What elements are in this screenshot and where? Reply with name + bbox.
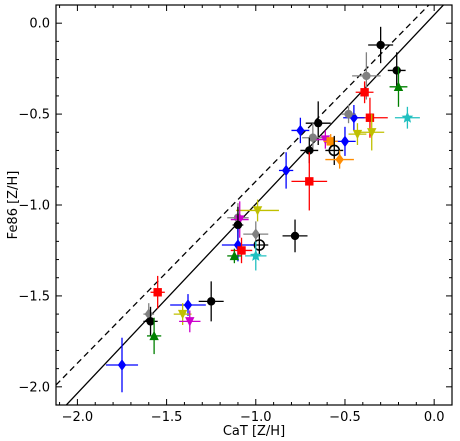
circle-marker xyxy=(305,146,314,155)
triangle-down-marker xyxy=(252,206,263,216)
data-point xyxy=(359,114,385,151)
triangle-down-marker xyxy=(352,129,363,140)
circle-marker xyxy=(344,109,353,119)
y-tick-label: −1.5 xyxy=(18,289,50,304)
circle-marker xyxy=(146,317,155,326)
star-marker xyxy=(249,249,262,261)
square-marker xyxy=(305,177,314,186)
data-point xyxy=(146,317,162,355)
x-tick-label: −1.0 xyxy=(240,410,272,425)
circle-marker xyxy=(362,71,371,81)
diamond-marker xyxy=(340,135,350,148)
y-tick-label: −2.0 xyxy=(18,380,50,395)
y-axis-label: Fe86 [Z/H] xyxy=(6,171,21,240)
data-point xyxy=(302,123,324,153)
triangle-down-marker xyxy=(185,317,195,327)
data-point xyxy=(245,241,267,271)
triangle-up-marker xyxy=(393,81,404,92)
data-point xyxy=(105,337,139,393)
square-marker xyxy=(365,113,375,122)
data-point xyxy=(387,52,406,89)
data-point xyxy=(291,152,328,211)
circle-marker xyxy=(206,297,216,306)
x-axis-label: CaT [Z/H] xyxy=(223,424,285,439)
triangle-up-marker xyxy=(229,250,240,261)
diamond-marker xyxy=(296,124,305,137)
diamond-marker xyxy=(251,228,260,240)
x-tick-label: −1.5 xyxy=(151,410,183,425)
square-marker xyxy=(237,246,246,255)
open-circle-marker xyxy=(253,239,266,251)
y-tick-label: 0.0 xyxy=(29,17,50,32)
data-point xyxy=(282,219,308,253)
dashed-reference-line xyxy=(56,5,430,386)
y-tick-label: −0.5 xyxy=(18,108,50,123)
data-point xyxy=(179,310,201,333)
diamond-marker xyxy=(117,359,127,371)
data-point xyxy=(150,275,165,309)
circle-marker xyxy=(290,231,300,241)
circle-marker xyxy=(376,40,385,50)
data-point xyxy=(355,81,374,104)
triangle-down-marker xyxy=(177,309,188,320)
data-point xyxy=(230,201,249,238)
data-point xyxy=(170,294,206,316)
x-tick-label: 0.0 xyxy=(424,410,445,425)
square-marker xyxy=(360,88,369,97)
circle-marker xyxy=(314,118,323,128)
square-marker xyxy=(153,288,162,297)
axis-ticks: −2.0 −1.5 −1.0 −0.5 0.0 −2.0 −1.5 −1.0 −0.5 0.0 xyxy=(18,4,453,425)
data-point xyxy=(325,150,354,169)
triangle-down-marker xyxy=(367,128,377,138)
star-marker xyxy=(401,111,414,123)
data-point xyxy=(341,105,356,124)
data-point xyxy=(143,306,158,336)
data-point xyxy=(348,123,367,145)
x-tick-label: −2.0 xyxy=(62,410,94,425)
data-points xyxy=(105,26,420,393)
data-point xyxy=(389,66,408,107)
data-point xyxy=(368,26,394,64)
data-point xyxy=(227,248,242,264)
y-tick-label: −1.0 xyxy=(18,199,50,214)
circle-marker xyxy=(233,220,243,230)
data-point xyxy=(278,152,294,189)
data-point xyxy=(291,117,310,144)
triangle-up-marker xyxy=(149,330,159,341)
data-point xyxy=(236,199,279,222)
diamond-marker xyxy=(183,299,193,311)
diamond-marker xyxy=(281,164,291,177)
square-marker xyxy=(326,137,335,146)
circle-marker xyxy=(308,133,318,142)
x-tick-label: −0.5 xyxy=(329,410,361,425)
circle-marker xyxy=(392,66,401,75)
data-point xyxy=(394,106,420,129)
diamond-marker xyxy=(335,153,344,166)
data-point xyxy=(198,281,224,322)
